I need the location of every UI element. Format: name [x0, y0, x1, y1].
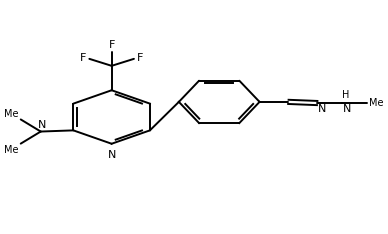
- Text: Me: Me: [4, 145, 19, 155]
- Text: N: N: [107, 150, 116, 160]
- Text: N: N: [38, 120, 46, 130]
- Text: F: F: [80, 53, 86, 63]
- Text: H: H: [342, 90, 350, 99]
- Text: N: N: [318, 104, 326, 114]
- Text: Me: Me: [369, 98, 384, 108]
- Text: F: F: [137, 53, 144, 63]
- Text: F: F: [109, 40, 115, 50]
- Text: Me: Me: [4, 109, 19, 118]
- Text: N: N: [343, 104, 351, 114]
